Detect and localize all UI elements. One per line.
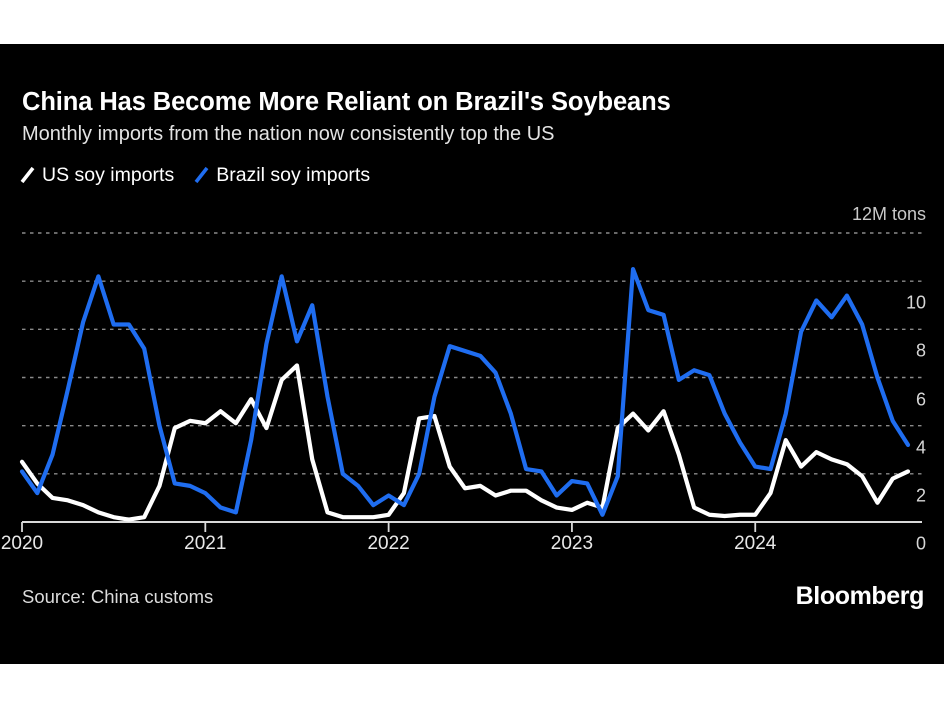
y-axis-unit-label: 12M tons: [851, 204, 926, 224]
y-tick-label: 0: [915, 533, 926, 554]
x-tick-label: 2021: [184, 533, 227, 554]
legend-item-brazil[interactable]: Brazil soy imports: [194, 164, 370, 187]
chart-card: China Has Become More Reliant on Brazil'…: [0, 44, 944, 664]
chart-plot-area: [19, 232, 922, 532]
y-tick-label: 8: [915, 340, 926, 361]
legend-line-marker-icon: [194, 165, 209, 185]
y-tick-label: 4: [915, 437, 926, 458]
x-tick-label: 2020: [0, 533, 44, 554]
x-tick-label: 2022: [367, 533, 410, 554]
legend-item-us[interactable]: US soy imports: [20, 164, 174, 187]
page-subtitle: Monthly imports from the nation now cons…: [22, 123, 555, 145]
legend-label-us: US soy imports: [42, 163, 175, 186]
y-tick-label: 2: [915, 485, 926, 506]
legend-line-marker-icon: [20, 165, 35, 185]
y-tick-label: 6: [915, 389, 926, 409]
chart-legend: US soy imports Brazil soy imports: [20, 162, 370, 188]
x-tick-label: 2024: [734, 533, 777, 554]
chart-source-note: Source: China customs: [22, 586, 214, 607]
x-tick-label: 2023: [550, 533, 594, 554]
chart-series-lines: [19, 267, 911, 522]
legend-label-brazil: Brazil soy imports: [216, 163, 371, 186]
series-line-brazil: [19, 267, 911, 517]
bloomberg-logo: Bloomberg: [795, 582, 925, 610]
chart-x-tick-marks: [21, 522, 757, 532]
series-line-us: [19, 363, 911, 522]
chart-gridlines: [22, 232, 922, 475]
y-tick-label: 10: [905, 292, 926, 313]
page-title: China Has Become More Reliant on Brazil'…: [22, 88, 671, 116]
